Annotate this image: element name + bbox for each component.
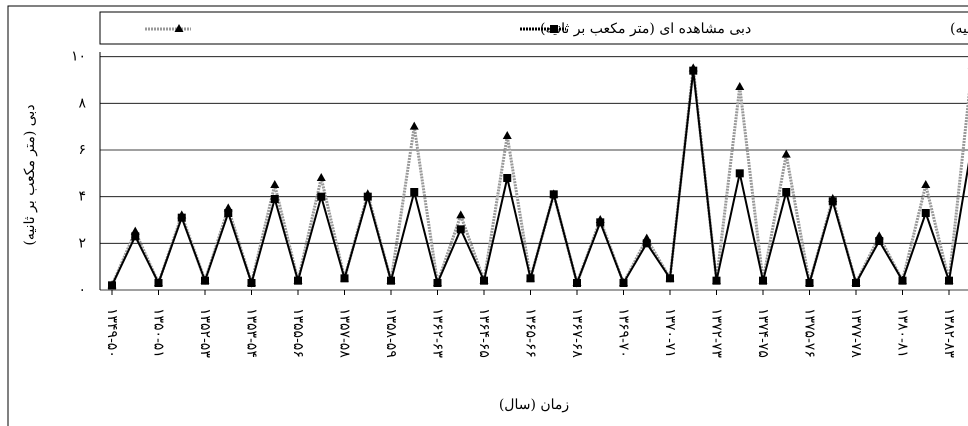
data-point <box>340 274 349 283</box>
data-point <box>247 279 256 287</box>
data-point <box>154 279 163 287</box>
x-tick-label: ۱۳۵۸-۵۹ <box>383 308 399 358</box>
legend-label: دبی مشاهده ای (متر مکعب بر ثانیه) <box>540 21 751 37</box>
data-point <box>317 192 326 201</box>
x-tick-label: ۱۳۶۷-۶۸ <box>569 308 585 358</box>
data-point <box>759 276 767 285</box>
legend-marker <box>174 24 184 32</box>
x-tick-label: ۱۳۸۲-۸۳ <box>941 308 957 358</box>
legend-marker <box>550 25 558 33</box>
data-point <box>735 169 744 178</box>
data-point <box>270 180 280 188</box>
data-point <box>945 276 953 285</box>
data-point <box>387 276 395 285</box>
x-axis-title: زمان (سال) <box>499 397 569 413</box>
data-point <box>782 188 791 196</box>
data-point <box>480 276 488 285</box>
chart-frame <box>7 5 968 426</box>
series-line <box>111 70 968 287</box>
data-point <box>456 210 466 219</box>
y-tick-label: ۴ <box>78 189 86 205</box>
x-tick-label: ۱۳۶۴-۶۵ <box>476 308 492 358</box>
data-point <box>573 279 581 287</box>
data-point <box>549 190 558 199</box>
data-point <box>294 276 302 285</box>
data-point <box>502 131 512 139</box>
data-point <box>409 121 419 130</box>
data-point <box>689 66 698 75</box>
data-point <box>526 274 535 283</box>
data-point <box>735 82 745 90</box>
data-point <box>108 281 116 290</box>
data-point <box>201 276 209 285</box>
x-tick-label: ۱۳۸۰-۸۱ <box>895 308 911 358</box>
data-point <box>596 218 605 227</box>
data-point <box>363 192 372 201</box>
data-point <box>852 279 860 287</box>
x-tick-label: ۱۳۷۲-۷۳ <box>709 308 725 358</box>
y-tick-label: ۱۰ <box>71 49 86 65</box>
data-point <box>433 279 442 287</box>
data-point <box>898 276 907 285</box>
y-tick-label: ۸ <box>78 95 86 111</box>
data-point <box>177 213 186 222</box>
data-point <box>875 237 884 245</box>
data-point <box>270 195 279 203</box>
x-tick-label: ۱۳۶۹-۷۰ <box>616 308 632 358</box>
y-tick-label: ۰ <box>78 282 86 298</box>
data-point <box>805 279 814 287</box>
data-point <box>410 188 419 196</box>
x-tick-label: ۱۳۵۳-۵۴ <box>244 308 260 358</box>
y-tick-label: ۲ <box>78 235 86 251</box>
data-point <box>642 239 651 248</box>
x-tick-label: ۱۳۷۰-۷۱ <box>662 308 678 358</box>
x-tick-label: ۱۳۵۲-۵۳ <box>197 308 213 358</box>
x-tick-label: ۱۳۵۷-۵۸ <box>337 308 353 358</box>
data-point <box>666 274 674 283</box>
legend-label: دبی محاسباتی با MLP (متر مکعب بر ثانیه) <box>950 21 968 37</box>
x-tick-label: ۱۳۵۵-۵۶ <box>290 308 306 358</box>
data-point <box>131 232 140 241</box>
x-tick-label: ۱۳۵۰-۵۱ <box>151 308 167 358</box>
x-tick-label: ۱۳۷۵-۷۶ <box>802 308 818 358</box>
x-tick-label: ۱۳۷۴-۷۵ <box>755 308 771 358</box>
data-point <box>619 279 628 287</box>
data-point <box>224 209 233 217</box>
x-tick-label: ۱۳۷۷-۷۸ <box>848 308 864 358</box>
data-point <box>456 225 465 234</box>
data-point <box>828 197 837 206</box>
y-tick-label: ۶ <box>78 142 86 158</box>
x-tick-label: ۱۳۶۲-۶۳ <box>430 308 446 358</box>
x-tick-label: ۱۳۶۵-۶۶ <box>523 308 539 358</box>
y-axis-title: دبی (متر مکعب بر ثانیه) <box>22 104 38 245</box>
data-point <box>316 173 326 181</box>
data-point <box>921 209 930 217</box>
x-tick-label: ۱۳۴۹-۵۰ <box>104 308 120 358</box>
data-point <box>781 149 791 158</box>
data-point <box>503 174 512 182</box>
data-point <box>921 180 931 188</box>
data-point <box>712 276 721 285</box>
